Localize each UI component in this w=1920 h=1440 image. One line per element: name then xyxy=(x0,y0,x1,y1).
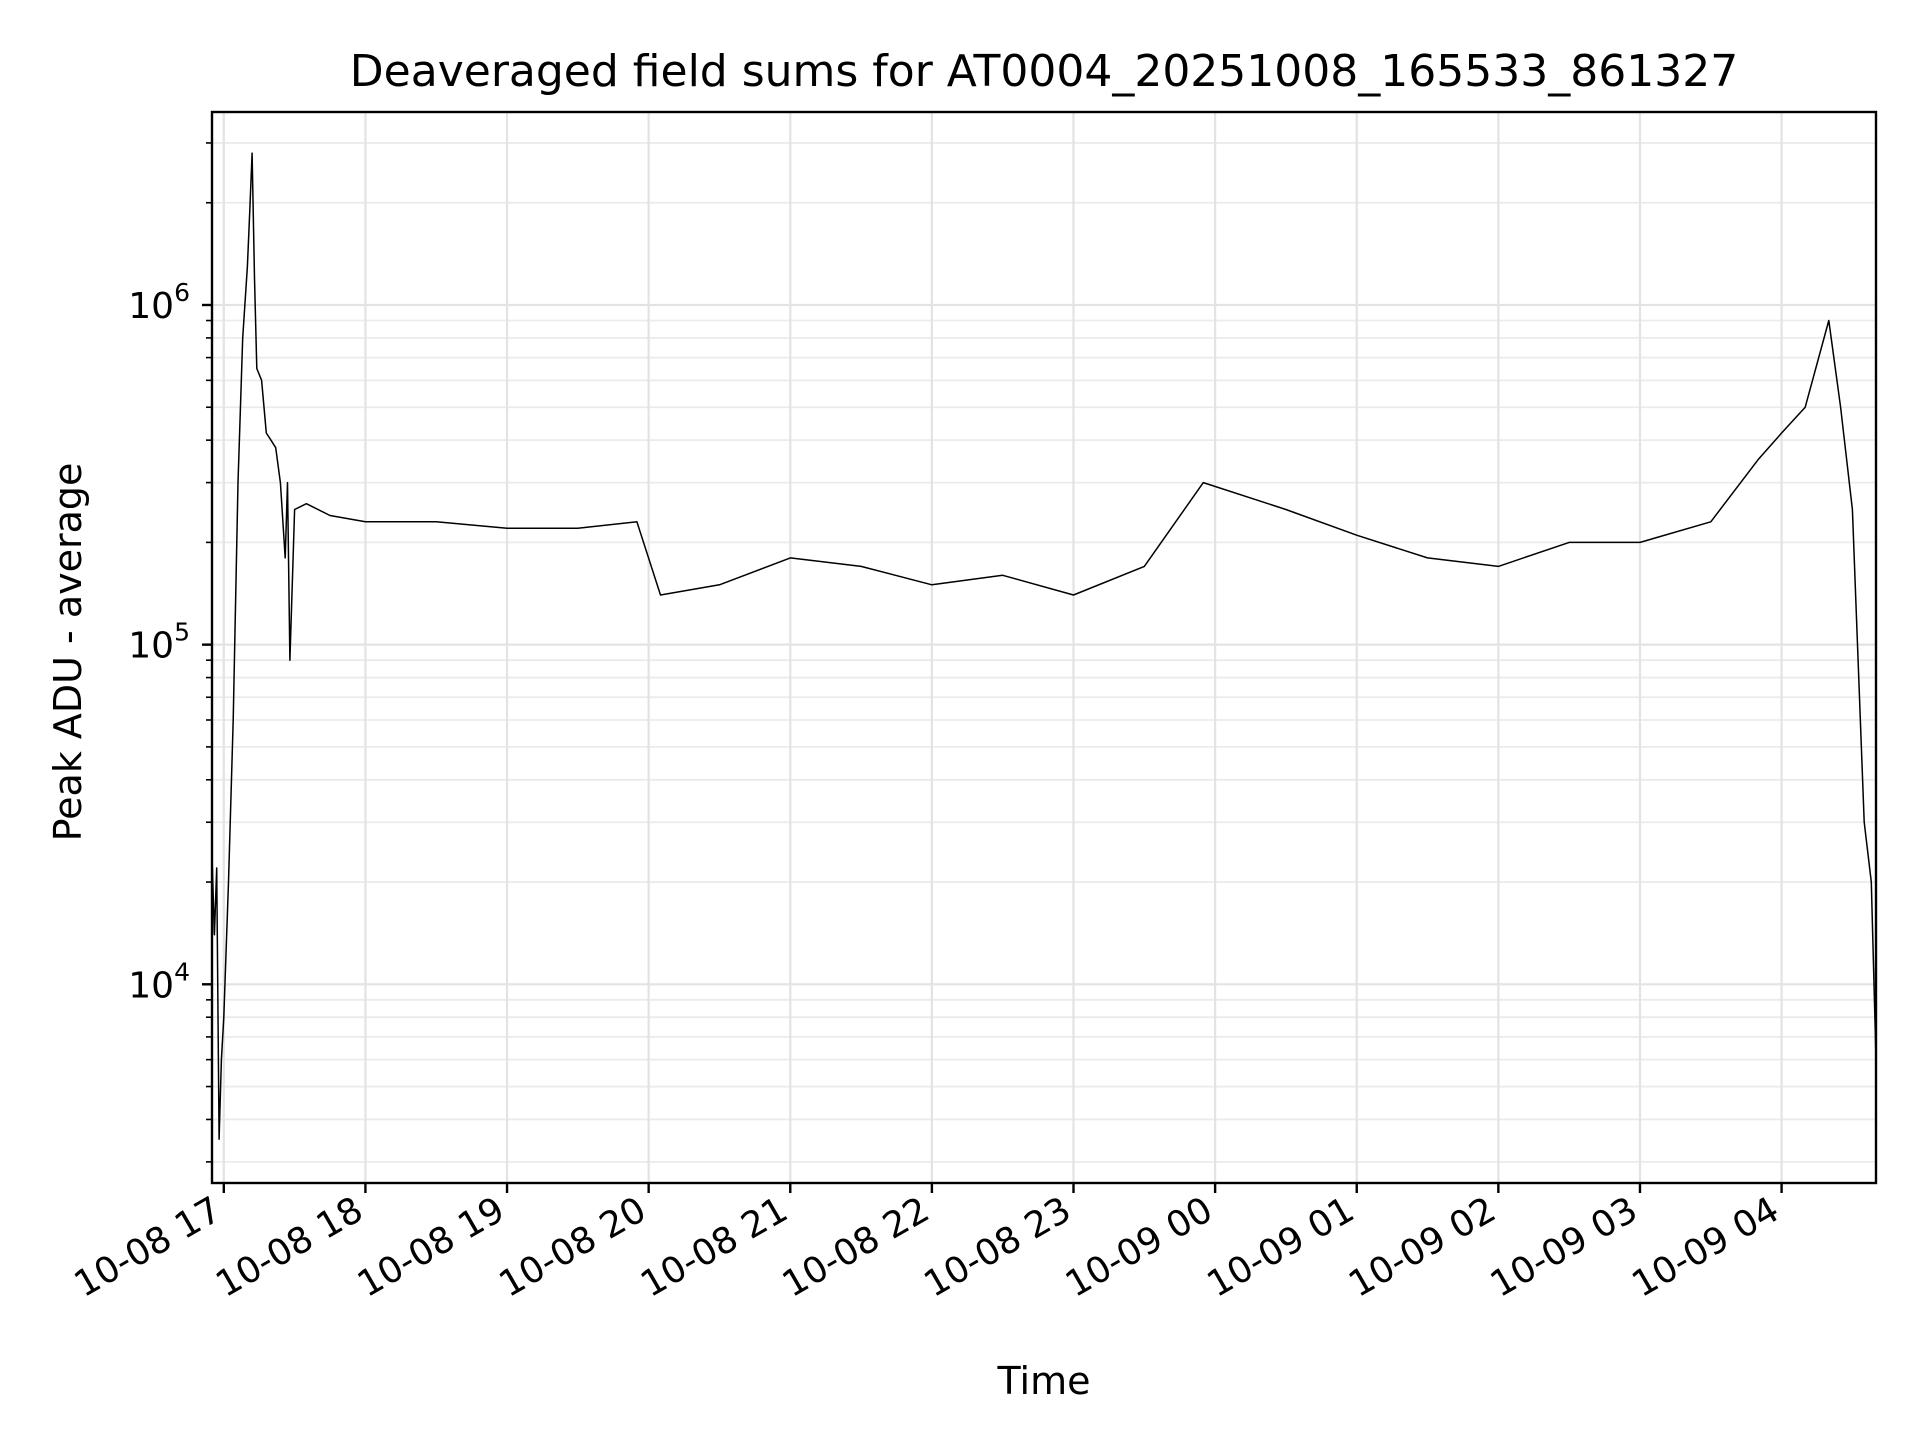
y-tick-label-base: 10 xyxy=(128,965,174,1006)
y-tick-label-base: 10 xyxy=(128,286,174,327)
x-axis-label: Time xyxy=(997,1359,1091,1403)
series-layer xyxy=(211,152,1877,1140)
y-tick-label-exponent: 5 xyxy=(174,618,190,647)
grid xyxy=(212,112,1876,1183)
y-tick-label: 106 xyxy=(128,278,190,327)
chart-title: Deaveraged field sums for AT0004_2025100… xyxy=(350,46,1738,97)
y-tick-label: 104 xyxy=(128,957,190,1006)
y-tick-label-exponent: 4 xyxy=(174,957,190,986)
y-tick-label-exponent: 6 xyxy=(174,278,190,307)
y-tick-label: 105 xyxy=(128,618,190,667)
y-tick-label-base: 10 xyxy=(128,626,174,667)
y-axis-label: Peak ADU - average xyxy=(46,463,90,842)
series-line xyxy=(211,152,1877,1140)
plot-frame xyxy=(210,110,1878,1185)
